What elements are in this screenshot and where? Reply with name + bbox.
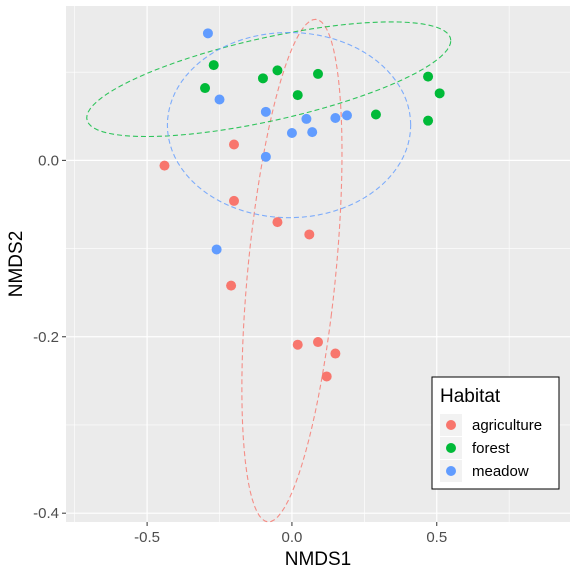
confidence-ellipses [86, 18, 452, 523]
point-meadow [260, 106, 271, 117]
point-meadow [330, 113, 341, 124]
ellipse-forest [86, 21, 452, 138]
point-forest [257, 73, 268, 84]
legend-key-forest [446, 443, 456, 453]
point-meadow [286, 128, 297, 139]
y-tick-label: -0.2 [33, 329, 59, 346]
legend-key-agriculture [446, 420, 456, 430]
point-agriculture [229, 195, 239, 206]
point-forest [200, 83, 211, 94]
point-agriculture [292, 339, 303, 350]
point-forest [370, 109, 381, 120]
point-forest [313, 68, 323, 79]
legend-title: Habitat [440, 386, 501, 407]
point-agriculture [304, 229, 315, 240]
y-axis-ticks: -0.4 -0.2 0.0 [33, 152, 66, 522]
y-axis-title: NMDS2 [6, 231, 27, 298]
point-meadow [301, 113, 312, 124]
point-forest [292, 90, 303, 101]
point-agriculture [321, 371, 332, 382]
point-forest [208, 60, 219, 71]
legend-label-agriculture: agriculture [472, 417, 542, 434]
x-axis-title: NMDS1 [285, 549, 352, 570]
point-agriculture [330, 348, 341, 359]
point-forest [272, 65, 283, 76]
point-meadow [341, 110, 352, 121]
y-tick-label: -0.4 [33, 505, 59, 522]
point-meadow [260, 151, 271, 162]
point-forest [423, 115, 434, 126]
point-meadow [202, 28, 213, 39]
point-meadow [307, 127, 318, 138]
x-tick-label: 0.5 [426, 529, 447, 546]
point-forest [423, 71, 434, 82]
point-forest [434, 88, 445, 99]
legend-items: agriculture forest meadow [440, 414, 542, 482]
x-tick-label: 0.0 [282, 529, 303, 546]
point-meadow [214, 94, 225, 105]
legend-label-meadow: meadow [472, 463, 529, 480]
y-tick-label: 0.0 [38, 152, 59, 169]
point-meadow [211, 244, 222, 255]
legend-label-forest: forest [472, 440, 510, 457]
ellipse-agriculture [241, 18, 343, 523]
ellipse-meadow [166, 31, 412, 219]
point-agriculture [159, 160, 170, 171]
data-points [159, 28, 445, 382]
x-tick-label: -0.5 [134, 529, 160, 546]
point-agriculture [229, 139, 239, 150]
point-agriculture [313, 337, 323, 348]
point-agriculture [226, 280, 237, 291]
grid-minor [66, 6, 570, 522]
point-agriculture [272, 217, 283, 228]
legend: Habitat agriculture forest meadow [431, 376, 560, 490]
legend-key-meadow [446, 466, 456, 476]
x-axis-ticks: -0.5 0.0 0.5 [134, 522, 447, 546]
